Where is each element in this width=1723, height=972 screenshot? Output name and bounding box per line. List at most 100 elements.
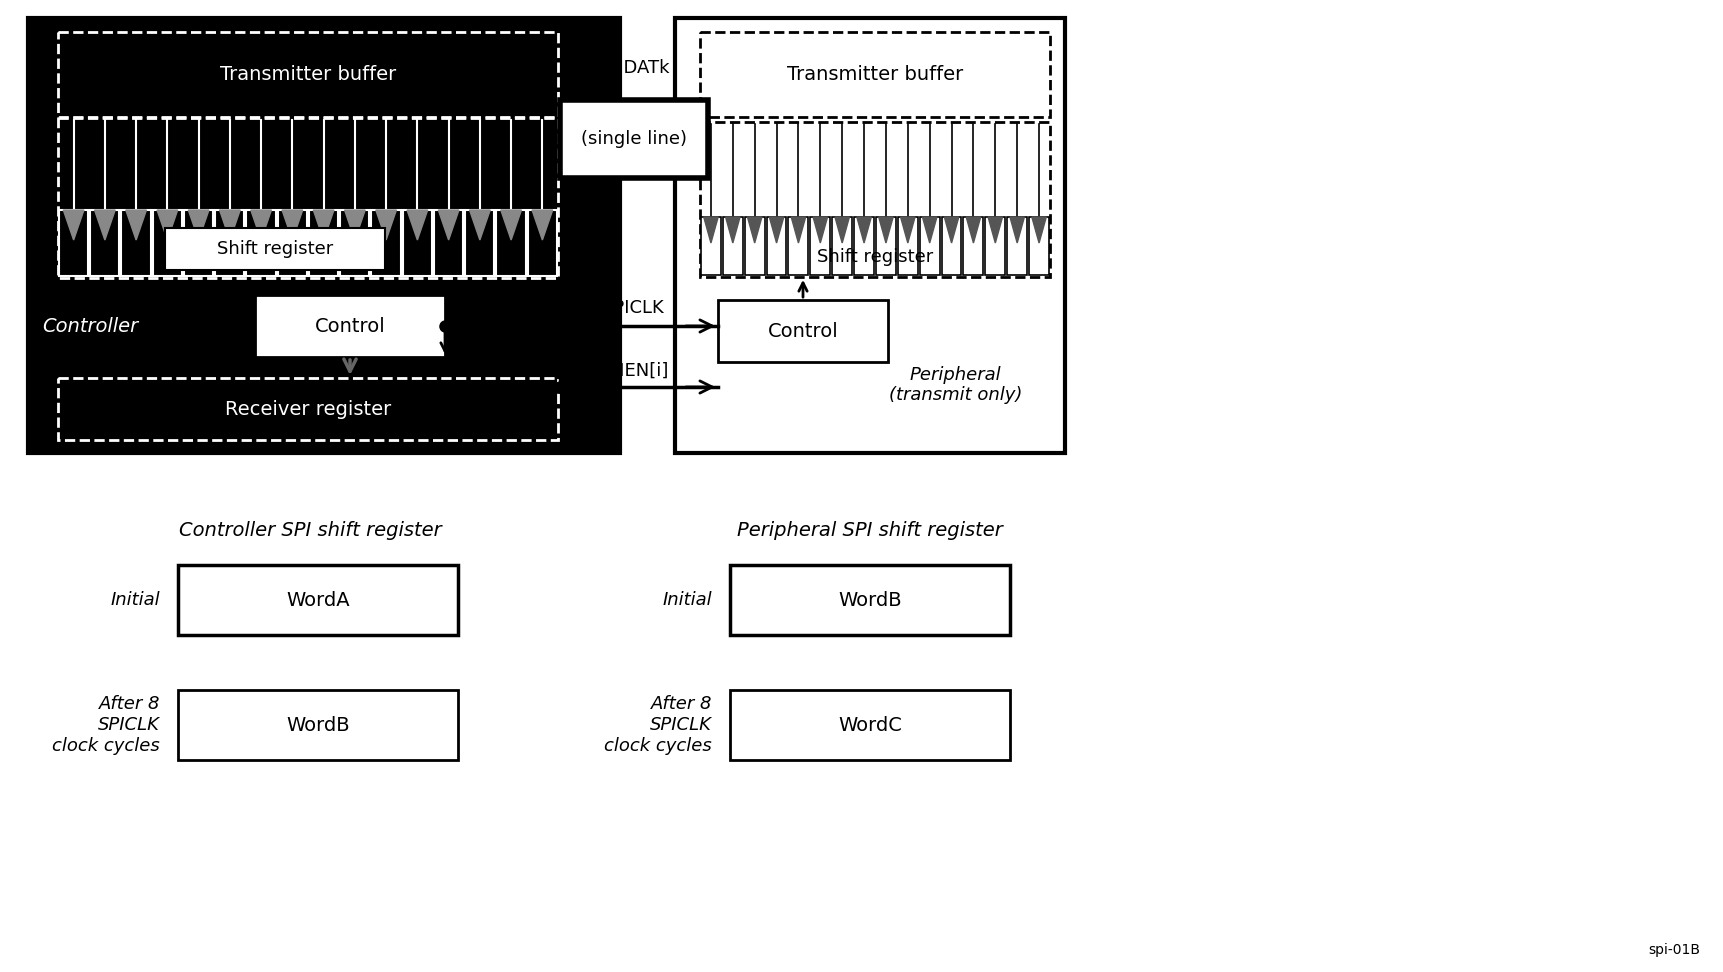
Bar (465, 210, 495, 276)
Bar (729, 690, 1010, 760)
Text: After 8
SPICLK
clock cycles: After 8 SPICLK clock cycles (603, 695, 712, 755)
Bar (744, 217, 765, 275)
Text: Receiver register: Receiver register (224, 399, 391, 419)
Polygon shape (965, 217, 980, 243)
Bar (308, 210, 338, 276)
Bar (986, 217, 1005, 275)
Polygon shape (856, 217, 870, 243)
Polygon shape (219, 210, 239, 240)
Bar (700, 32, 1049, 117)
Polygon shape (407, 210, 427, 240)
Polygon shape (944, 217, 958, 243)
Bar (153, 210, 183, 276)
Text: Shift register: Shift register (817, 248, 932, 266)
Bar (59, 378, 558, 440)
Polygon shape (314, 210, 334, 240)
Text: SPICLK: SPICLK (603, 299, 665, 317)
Bar (121, 210, 150, 276)
Bar (277, 210, 307, 276)
Bar (898, 217, 917, 275)
Bar (560, 100, 708, 178)
Bar (875, 217, 896, 275)
Bar (339, 210, 369, 276)
Bar (434, 210, 463, 276)
Polygon shape (126, 210, 146, 240)
Bar (165, 228, 384, 270)
Bar (722, 217, 743, 275)
Bar (370, 210, 400, 276)
Text: Shift register: Shift register (217, 240, 333, 258)
Bar (1029, 217, 1048, 275)
Text: WordB: WordB (837, 591, 901, 609)
Text: WordA: WordA (286, 591, 350, 609)
Text: SPIEN[i]: SPIEN[i] (598, 362, 669, 380)
Bar (496, 210, 526, 276)
Polygon shape (157, 210, 177, 240)
Bar (767, 217, 786, 275)
Bar (700, 122, 1049, 277)
Polygon shape (283, 210, 303, 240)
Bar (59, 118, 558, 278)
Bar (246, 210, 276, 276)
Polygon shape (345, 210, 365, 240)
Text: Initial: Initial (110, 591, 160, 609)
Bar (90, 210, 119, 276)
Polygon shape (500, 210, 520, 240)
Bar (701, 217, 720, 275)
Text: Transmitter buffer: Transmitter buffer (221, 65, 396, 84)
Text: SPIDATk: SPIDATk (596, 59, 670, 77)
Text: Peripheral SPI shift register: Peripheral SPI shift register (737, 520, 1003, 539)
Bar (787, 217, 808, 275)
Polygon shape (1032, 217, 1046, 243)
Bar (963, 217, 982, 275)
Bar (853, 217, 874, 275)
Bar (717, 300, 887, 362)
Polygon shape (438, 210, 458, 240)
Polygon shape (469, 210, 489, 240)
Polygon shape (987, 217, 1003, 243)
Bar (403, 210, 432, 276)
Polygon shape (879, 217, 893, 243)
Text: Initial: Initial (662, 591, 712, 609)
Polygon shape (64, 210, 84, 240)
Bar (59, 32, 558, 117)
Bar (810, 217, 830, 275)
Bar (729, 565, 1010, 635)
Polygon shape (725, 217, 739, 243)
Bar (28, 18, 620, 453)
Bar (941, 217, 961, 275)
Polygon shape (813, 217, 827, 243)
Bar (527, 210, 557, 276)
Bar (918, 217, 939, 275)
Bar (1006, 217, 1027, 275)
Text: Peripheral
(transmit only): Peripheral (transmit only) (889, 365, 1022, 404)
Polygon shape (95, 210, 115, 240)
Text: Control: Control (767, 322, 837, 340)
Text: WordC: WordC (837, 715, 901, 735)
Text: Controller: Controller (41, 317, 138, 335)
Polygon shape (703, 217, 718, 243)
Bar (184, 210, 214, 276)
Polygon shape (532, 210, 553, 240)
Polygon shape (922, 217, 936, 243)
Polygon shape (768, 217, 784, 243)
Polygon shape (558, 99, 560, 179)
Bar (255, 295, 445, 357)
Text: Transmitter buffer: Transmitter buffer (786, 65, 963, 84)
Bar (215, 210, 245, 276)
Polygon shape (834, 217, 849, 243)
Text: After 8
SPICLK
clock cycles: After 8 SPICLK clock cycles (52, 695, 160, 755)
Text: Controller SPI shift register: Controller SPI shift register (179, 520, 441, 539)
Polygon shape (188, 210, 208, 240)
Bar (177, 565, 458, 635)
Polygon shape (1010, 217, 1023, 243)
Bar (832, 217, 851, 275)
Text: Control: Control (314, 317, 386, 335)
Polygon shape (899, 217, 915, 243)
Polygon shape (748, 217, 762, 243)
Text: (single line): (single line) (581, 130, 686, 148)
Text: spi-01B: spi-01B (1647, 943, 1699, 957)
Text: WordB: WordB (286, 715, 350, 735)
Bar (59, 210, 88, 276)
Polygon shape (376, 210, 396, 240)
